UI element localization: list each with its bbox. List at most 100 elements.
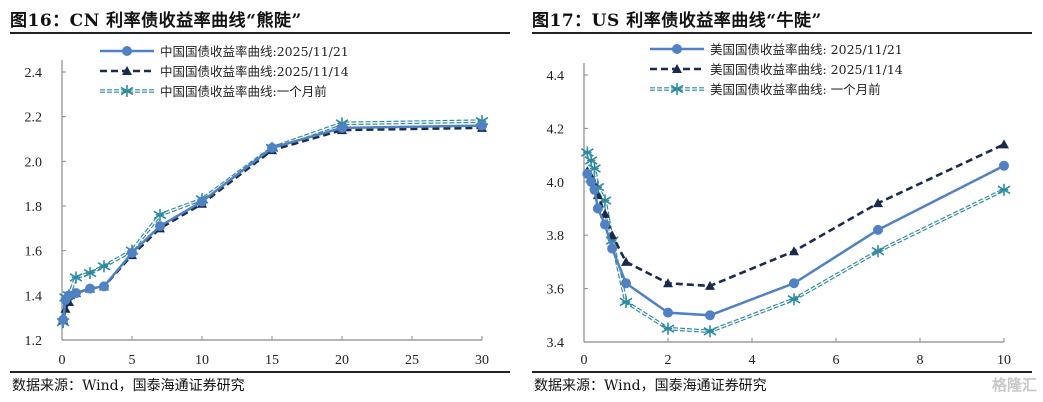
y-tick-label: 3.8 (547, 229, 565, 244)
series-line-inner (586, 152, 1005, 332)
legend-marker (672, 64, 682, 73)
data-point (600, 208, 610, 218)
data-point (873, 198, 883, 208)
x-tick-label: 10 (195, 353, 209, 368)
left-title-rule (10, 32, 510, 34)
series-solid-circle (582, 160, 1009, 321)
x-tick-label: 6 (833, 353, 840, 368)
right-title-rule (532, 32, 1032, 34)
legend-item: 中国国债收益率曲线:2025/11/21 (100, 44, 349, 59)
legend-label: 美国国债收益率曲线: 2025/11/21 (710, 42, 903, 57)
y-tick-label: 1.6 (25, 245, 43, 260)
y-tick-label: 1.8 (25, 200, 43, 215)
data-point (71, 288, 81, 299)
x-tick-label: 2 (665, 353, 672, 368)
series-line (61, 126, 483, 321)
data-point (999, 160, 1009, 171)
data-point (99, 281, 109, 292)
data-point (58, 314, 69, 325)
series-line (585, 151, 1005, 334)
data-point (337, 122, 347, 133)
data-point (703, 325, 717, 338)
data-point (127, 247, 137, 258)
x-tick-label: 8 (917, 353, 924, 368)
data-point (997, 183, 1011, 196)
x-tick-label: 5 (129, 353, 136, 368)
x-tick-label: 20 (335, 353, 349, 368)
data-point (580, 146, 594, 159)
right-title-prefix: 图17： (532, 11, 592, 31)
legend-label: 美国国债收益率曲线: 一个月前 (710, 82, 881, 97)
y-tick-label: 1.2 (25, 334, 43, 349)
data-point (197, 196, 207, 207)
left-chart-title: 图16：CN 利率债收益率曲线“熊陡” (10, 6, 302, 31)
data-point (85, 283, 95, 294)
y-tick-label: 2.2 (25, 111, 43, 126)
y-tick-label: 4.2 (547, 122, 565, 137)
data-point (999, 139, 1009, 149)
legend-label: 中国国债收益率曲线:2025/11/14 (160, 64, 349, 79)
data-point (621, 256, 631, 266)
x-tick-label: 10 (997, 353, 1011, 368)
y-tick-label: 1.4 (25, 289, 43, 304)
data-point (600, 219, 610, 230)
legend-marker (670, 83, 684, 95)
legend-label: 中国国债收益率曲线:2025/11/21 (160, 44, 349, 59)
x-tick-label: 4 (749, 353, 756, 368)
legend-label: 美国国债收益率曲线: 2025/11/14 (710, 62, 903, 77)
data-point (873, 224, 883, 235)
data-point (789, 246, 799, 256)
data-point (787, 293, 801, 306)
left-chart: 1.2 1.4 1.6 1.8 2.0 2.2 2.4 0 5 10 15 20 25 30 中国国债收益率… (25, 44, 490, 368)
right-chart: 3.4 3.6 3.8 4.0 4.2 4.4 0 2 4 6 8 10 美国国债收益率曲线: 2025… (547, 42, 1012, 368)
right-chart-title: 图17：US 利率债收益率曲线“牛陡” (532, 6, 822, 31)
legend-marker (122, 46, 132, 56)
legend-item: 美国国债收益率曲线: 一个月前 (650, 82, 881, 97)
legend-item: 美国国债收益率曲线: 2025/11/21 (650, 42, 903, 57)
data-point (83, 267, 97, 279)
legend-item: 中国国债收益率曲线:一个月前 (100, 84, 327, 99)
data-point (592, 203, 603, 214)
right-panel: 图17：US 利率债收益率曲线“牛陡” 3.4 3.6 3.8 4.0 4.2 4.4 0 2… (522, 0, 1043, 402)
data-point (619, 295, 633, 308)
legend-marker (120, 85, 134, 97)
data-point (661, 322, 675, 335)
data-point (589, 184, 600, 195)
watermark-logo: 格隆汇 (991, 376, 1037, 394)
x-tick-label: 0 (581, 353, 588, 368)
left-title-main: CN 利率债收益率曲线“熊陡” (69, 11, 302, 31)
series-line (61, 124, 483, 321)
x-tick-label: 30 (475, 353, 489, 368)
series-line (586, 164, 1005, 317)
data-point (477, 120, 487, 131)
legend-label: 中国国债收益率曲线:一个月前 (160, 84, 327, 99)
series-line (586, 143, 1005, 288)
x-tick-label: 15 (265, 353, 279, 368)
series-double-star (580, 146, 1011, 338)
series-solid-circle (58, 120, 487, 325)
x-tick-label: 0 (59, 353, 66, 368)
y-tick-label: 2.4 (25, 66, 43, 81)
y-tick-label: 4.4 (547, 69, 565, 84)
data-point (705, 310, 715, 321)
data-point (97, 260, 111, 273)
right-title-main: US 利率债收益率曲线“牛陡” (591, 11, 822, 31)
data-point (663, 278, 673, 288)
data-point (663, 307, 673, 318)
legend-marker (672, 44, 682, 54)
data-point (621, 278, 631, 289)
y-tick-label: 3.4 (547, 336, 565, 351)
left-source-note: 数据来源：Wind，国泰海通证券研究 (12, 378, 245, 394)
left-title-prefix: 图16： (10, 11, 70, 31)
left-panel: 图16：CN 利率债收益率曲线“熊陡” 1.2 1.4 1.6 1.8 2.0 2.2 2.… (0, 0, 520, 402)
data-point (69, 271, 83, 284)
y-tick-label: 2.0 (25, 155, 43, 170)
data-point (155, 221, 165, 232)
y-tick-label: 4.0 (547, 176, 565, 191)
right-source-note: 数据来源：Wind，国泰海通证券研究 (534, 378, 767, 394)
legend-item: 美国国债收益率曲线: 2025/11/14 (650, 62, 903, 77)
right-source-rule (532, 371, 1032, 373)
data-point (586, 176, 597, 187)
series-dashed-triangle (58, 122, 487, 324)
data-point (153, 208, 167, 221)
